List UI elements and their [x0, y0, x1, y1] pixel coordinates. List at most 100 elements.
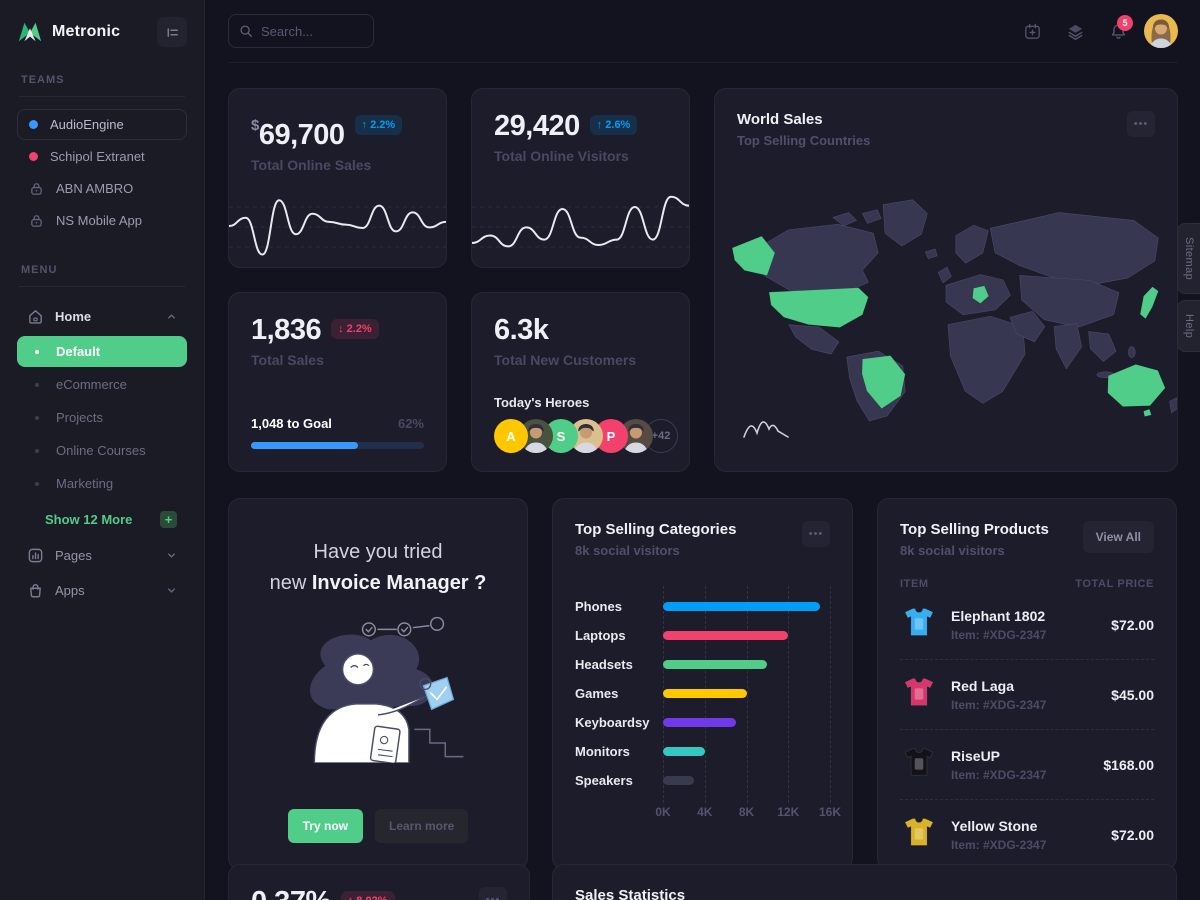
sidebar-item-home[interactable]: Home	[17, 299, 187, 334]
product-row-yellow-stone[interactable]: Yellow Stone Item: #XDG-2347 $72.00	[900, 799, 1154, 869]
online-sales-delta-badge: ↑ 2.2%	[354, 115, 403, 135]
tshirt-icon	[900, 813, 938, 856]
user-avatar[interactable]	[1144, 14, 1178, 48]
total-sales-delta-badge: ↓ 2.2%	[331, 319, 379, 339]
gridline	[788, 586, 790, 803]
currency-symbol: $	[251, 117, 259, 134]
category-label-headsets: Headsets	[575, 657, 633, 672]
total-sales-label: Total Sales	[251, 352, 324, 368]
home-icon	[27, 308, 44, 325]
product-info: RiseUP Item: #XDG-2347	[951, 748, 1046, 782]
sitemap-tab[interactable]: Sitemap	[1177, 223, 1200, 295]
teams-list: AudioEngine Schipol Extranet ABN AMBRO NS M…	[17, 109, 187, 236]
menu-subitem-label: Marketing	[56, 476, 114, 491]
bar-keyboardsy	[663, 718, 737, 727]
world-sales-menu-button[interactable]: •••	[1127, 111, 1155, 137]
menu-divider	[19, 286, 185, 287]
new-customers-value: 6.3k	[494, 314, 549, 346]
x-tick-label: 16K	[818, 805, 842, 819]
conversion-menu-button[interactable]: •••	[479, 887, 507, 900]
products-title: Top Selling Products	[900, 521, 1049, 538]
team-item-label: NS Mobile App	[56, 213, 142, 228]
main-content: 5 $69,700 ↑ 2.2%	[205, 0, 1200, 900]
total-sales-card: 1,836 ↓ 2.2% Total Sales 1,048 to Goal 6…	[228, 292, 447, 472]
sidebar-header: Metronic	[17, 16, 187, 48]
bullet-icon	[35, 349, 39, 354]
try-now-button[interactable]: Try now	[287, 809, 363, 843]
sidebar-toggle-button[interactable]	[157, 17, 187, 47]
menu-subitem-label: eCommerce	[56, 377, 127, 392]
help-tab[interactable]: Help	[1177, 300, 1200, 353]
sidebar-subitem-default[interactable]: Default	[17, 336, 187, 367]
brand-name: Metronic	[52, 23, 121, 40]
x-tick-label: 12K	[777, 805, 800, 819]
sidebar: Metronic TEAMS AudioEngine Schipol Extran…	[0, 0, 205, 900]
team-item-abn-ambro[interactable]: ABN AMBRO	[17, 173, 187, 204]
arrow-up-icon: ↑	[596, 119, 603, 131]
product-row-elephant-1802[interactable]: Elephant 1802 Item: #XDG-2347 $72.00	[900, 590, 1154, 659]
view-all-button[interactable]: View All	[1082, 521, 1154, 553]
heroes-avatar-stack: A S P +42	[494, 419, 678, 453]
product-name: Yellow Stone	[951, 817, 1038, 834]
world-sales-card: World Sales Top Selling Countries •••	[714, 88, 1178, 472]
menu-section-label: MENU	[21, 264, 58, 276]
category-label-laptops: Laptops	[575, 628, 626, 643]
hero-avatar-initial-a[interactable]: A	[494, 419, 528, 453]
sidebar-item-pages[interactable]: Pages	[17, 538, 187, 573]
online-sales-value: $69,700	[251, 117, 345, 151]
bag-icon	[27, 582, 44, 599]
map-sketch-decoration	[743, 421, 789, 438]
team-dot-icon	[29, 152, 38, 161]
x-tick-label: 4K	[697, 805, 713, 819]
topbar: 5	[228, 0, 1178, 62]
learn-more-button[interactable]: Learn more	[374, 809, 469, 843]
sidebar-subitem-marketing[interactable]: Marketing	[17, 468, 187, 499]
online-sales-label: Total Online Sales	[251, 157, 372, 173]
show-more-row: Show 12 More +	[17, 501, 187, 538]
product-row-riseup[interactable]: RiseUP Item: #XDG-2347 $168.00	[900, 729, 1154, 799]
bullet-icon	[35, 415, 39, 420]
sidebar-item-apps[interactable]: Apps	[17, 573, 187, 608]
calendar-add-button[interactable]	[1015, 14, 1049, 48]
online-visitors-value: 29,420	[494, 110, 580, 142]
menu-subitem-label: Online Courses	[56, 443, 146, 458]
search-input[interactable]	[261, 23, 361, 39]
add-page-button[interactable]: +	[160, 511, 177, 528]
bar-headsets	[663, 660, 768, 669]
sidebar-subitem-online-courses[interactable]: Online Courses	[17, 435, 187, 466]
menu-item-label: Apps	[55, 583, 85, 598]
hero-avatar-photo[interactable]	[519, 419, 553, 453]
categories-menu-button[interactable]: •••	[802, 521, 830, 547]
new-customers-card: 6.3k Total New Customers Today's Heroes …	[471, 292, 690, 472]
layers-button[interactable]	[1058, 14, 1092, 48]
arrow-down-icon: ↓	[338, 323, 344, 335]
x-tick-label: 8K	[738, 805, 755, 819]
sales-statistics-title: Sales Statistics	[575, 887, 686, 900]
search-box[interactable]	[228, 14, 374, 48]
team-item-audioengine[interactable]: AudioEngine	[17, 109, 187, 140]
gridline	[830, 586, 831, 803]
product-price: $168.00	[1103, 756, 1154, 773]
chevron-down-icon	[166, 550, 177, 561]
product-name: RiseUP	[951, 747, 1001, 764]
categories-plot	[663, 586, 831, 803]
hero-avatar-more-count[interactable]: +42	[644, 419, 678, 453]
product-price: $45.00	[1111, 686, 1154, 703]
teams-divider	[19, 96, 185, 97]
notifications-button[interactable]: 5	[1101, 14, 1135, 48]
sidebar-subitem-projects[interactable]: Projects	[17, 402, 187, 433]
hero-avatar-photo[interactable]	[569, 419, 603, 453]
world-sales-subtitle: Top Selling Countries	[737, 133, 871, 148]
team-item-ns-mobile-app[interactable]: NS Mobile App	[17, 205, 187, 236]
sidebar-subitem-ecommerce[interactable]: eCommerce	[17, 369, 187, 400]
show-more-link[interactable]: Show 12 More	[45, 512, 133, 527]
category-label-monitors: Monitors	[575, 744, 630, 759]
product-row-red-laga[interactable]: Red Laga Item: #XDG-2347 $45.00	[900, 659, 1154, 729]
topbar-divider	[228, 62, 1178, 63]
category-label-phones: Phones	[575, 599, 622, 614]
team-item-schipol-extranet[interactable]: Schipol Extranet	[17, 141, 187, 172]
product-info: Elephant 1802 Item: #XDG-2347	[951, 608, 1046, 642]
menu-subitem-label: Default	[56, 344, 101, 359]
category-label-keyboardsy: Keyboardsy	[575, 715, 650, 730]
products-subtitle: 8k social visitors	[900, 543, 1005, 558]
